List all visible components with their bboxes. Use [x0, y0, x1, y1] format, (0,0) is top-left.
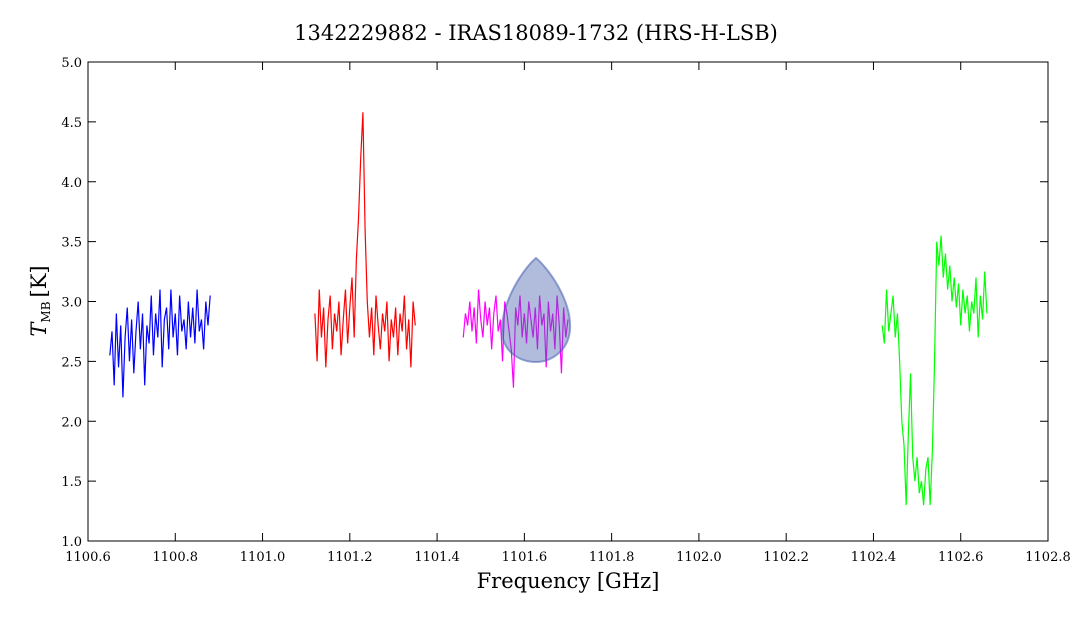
spectrum-line — [881, 235, 988, 506]
x-tick-label: 1101.8 — [589, 550, 635, 565]
x-tick-label: 1101.0 — [240, 550, 286, 565]
y-label-main: T — [27, 321, 51, 337]
plot-area — [109, 112, 988, 506]
y-tick-label: 2.5 — [61, 355, 82, 370]
y-tick-label: 3.0 — [61, 296, 82, 311]
spectrum-line — [314, 112, 416, 368]
x-axis-label: Frequency [GHz] — [477, 569, 660, 593]
x-tick-label: 1101.4 — [414, 550, 460, 565]
spectrum-line — [462, 289, 569, 388]
chart-title: 1342229882 - IRAS18089-1732 (HRS-H-LSB) — [294, 21, 778, 45]
x-tick-label: 1102.6 — [938, 550, 984, 565]
y-label-unit: [K] — [27, 265, 51, 297]
y-tick-label: 2.0 — [61, 415, 82, 430]
y-tick-label: 4.0 — [61, 176, 82, 191]
y-tick-label: 5.0 — [61, 56, 82, 71]
y-axis-label: TMB [K] — [27, 265, 53, 336]
x-tick-label: 1102.0 — [676, 550, 722, 565]
x-tick-label: 1102.8 — [1025, 550, 1071, 565]
x-tick-label: 1100.8 — [153, 550, 199, 565]
x-tick-label: 1100.6 — [65, 550, 111, 565]
x-tick-label: 1102.2 — [763, 550, 809, 565]
y-tick-label: 3.5 — [61, 236, 82, 251]
y-label-sub: MB — [39, 301, 53, 322]
plot-frame — [87, 61, 1049, 542]
x-tick-label: 1101.2 — [327, 550, 373, 565]
watermark — [500, 256, 572, 364]
spectrum-line — [109, 289, 211, 398]
y-tick-label: 4.5 — [61, 116, 82, 131]
x-tick-label: 1102.4 — [851, 550, 897, 565]
y-tick-label: 1.0 — [61, 535, 82, 550]
x-tick-label: 1101.6 — [502, 550, 548, 565]
y-tick-label: 1.5 — [61, 475, 82, 490]
